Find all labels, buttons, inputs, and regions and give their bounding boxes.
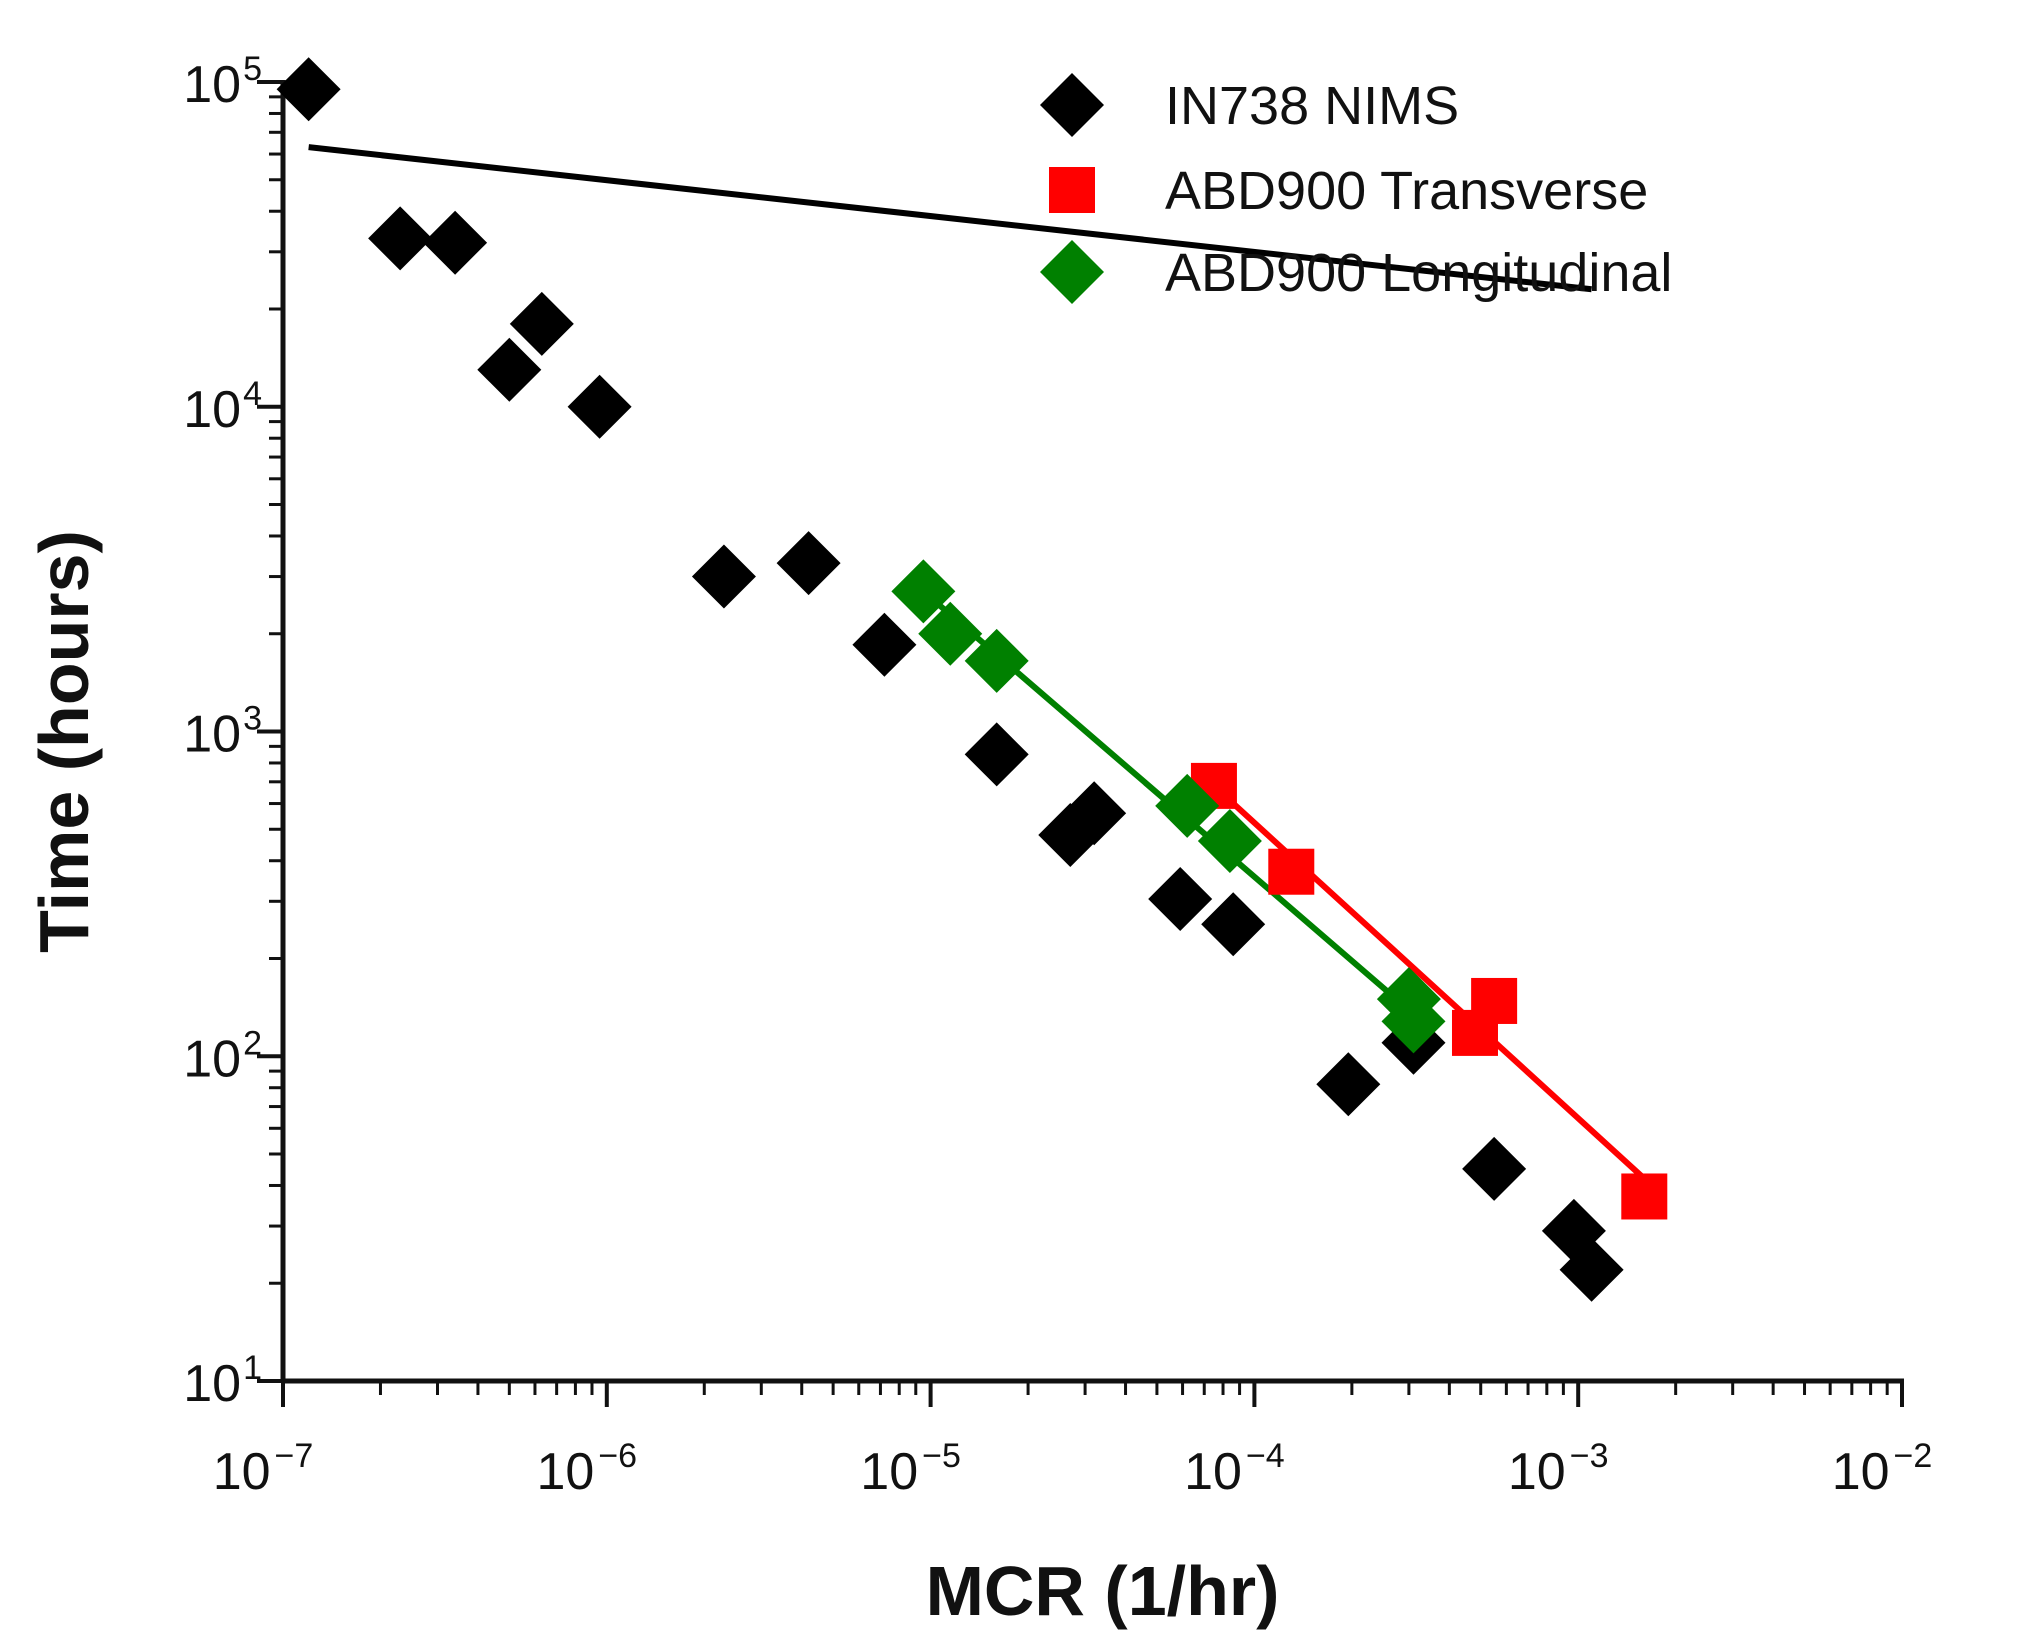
legend-label: ABD900 Transverse (1165, 161, 1648, 221)
legend-marker (1040, 73, 1104, 137)
x-tick-label: 10 −7 (213, 1437, 314, 1501)
data-point (1268, 848, 1315, 895)
x-tick-base: 10 (1184, 1443, 1242, 1501)
data-point (1621, 1173, 1668, 1220)
y-tick-label: 102 (183, 1024, 262, 1088)
fit-line (1211, 783, 1647, 1181)
x-tick-label: 10 −2 (1832, 1437, 1933, 1501)
fit-line (308, 144, 1592, 293)
data-point (1381, 989, 1446, 1054)
x-tick-exponent: −4 (1246, 1437, 1285, 1475)
minor-ticks (269, 95, 1889, 1395)
y-tick-exponent: 1 (243, 1349, 262, 1387)
x-tick-exponent: −3 (1570, 1437, 1609, 1475)
x-tick-base: 10 (1832, 1443, 1890, 1501)
y-axis-title: Time (hours) (25, 530, 103, 953)
y-tick-base: 10 (183, 706, 241, 764)
x-tick-exponent: −5 (922, 1437, 961, 1475)
y-tick-base: 10 (183, 1355, 241, 1413)
data-point (1148, 866, 1213, 931)
y-tick-base: 10 (183, 56, 241, 114)
x-tick-label: 10 −5 (860, 1437, 961, 1501)
x-tick-label: 10 −3 (1508, 1437, 1609, 1501)
x-tick-base: 10 (213, 1443, 271, 1501)
legend-label: IN738 NIMS (1165, 76, 1459, 136)
data-point (1559, 1237, 1624, 1302)
data-point (509, 291, 574, 356)
x-tick-exponent: −6 (598, 1437, 637, 1475)
legend-marker (1040, 240, 1104, 304)
legend-marker (1049, 167, 1095, 213)
x-tick-label: 10 −4 (1184, 1437, 1285, 1501)
x-tick-exponent: −7 (275, 1437, 314, 1475)
y-tick-exponent: 4 (243, 375, 262, 413)
legend: IN738 NIMS ABD900 Transverse ABD900 Longit… (1040, 73, 1672, 304)
data-point (1201, 892, 1266, 957)
data-point (1316, 1052, 1381, 1117)
y-tick-base: 10 (183, 381, 241, 439)
data-point (1155, 773, 1220, 838)
data-point (368, 206, 433, 271)
x-tick-base: 10 (860, 1443, 918, 1501)
data-point (691, 544, 756, 609)
data-point (477, 337, 542, 402)
data-point (964, 628, 1029, 693)
x-tick-label: 10 −6 (536, 1437, 637, 1501)
data-point (1197, 809, 1262, 874)
data-point (918, 601, 983, 666)
y-tick-label: 101 (183, 1349, 262, 1413)
x-ticks: 10 −7 10 −6 10 −5 10 −4 10 −3 10 −2 (213, 1381, 1933, 1501)
x-tick-base: 10 (1508, 1443, 1566, 1501)
x-axis-title: MCR (1/hr) (926, 1552, 1280, 1630)
data-markers (276, 57, 1668, 1302)
x-tick-base: 10 (536, 1443, 594, 1501)
y-tick-exponent: 2 (243, 1024, 262, 1062)
data-point (423, 210, 488, 275)
data-point (567, 374, 632, 439)
y-tick-label: 105 (183, 50, 262, 114)
legend-label: ABD900 Longitudinal (1165, 243, 1672, 303)
x-tick-exponent: −2 (1894, 1437, 1933, 1475)
y-tick-exponent: 5 (243, 50, 262, 88)
y-tick-exponent: 3 (243, 700, 262, 738)
y-tick-base: 10 (183, 1030, 241, 1088)
data-point (964, 722, 1029, 787)
data-point (1062, 781, 1127, 846)
data-point (776, 531, 841, 596)
data-point (852, 612, 917, 677)
data-point (891, 559, 956, 624)
y-tick-label: 103 (183, 700, 262, 764)
data-point (276, 57, 341, 122)
data-point (1471, 977, 1518, 1024)
data-point (1462, 1136, 1527, 1201)
y-tick-label: 104 (183, 375, 262, 439)
